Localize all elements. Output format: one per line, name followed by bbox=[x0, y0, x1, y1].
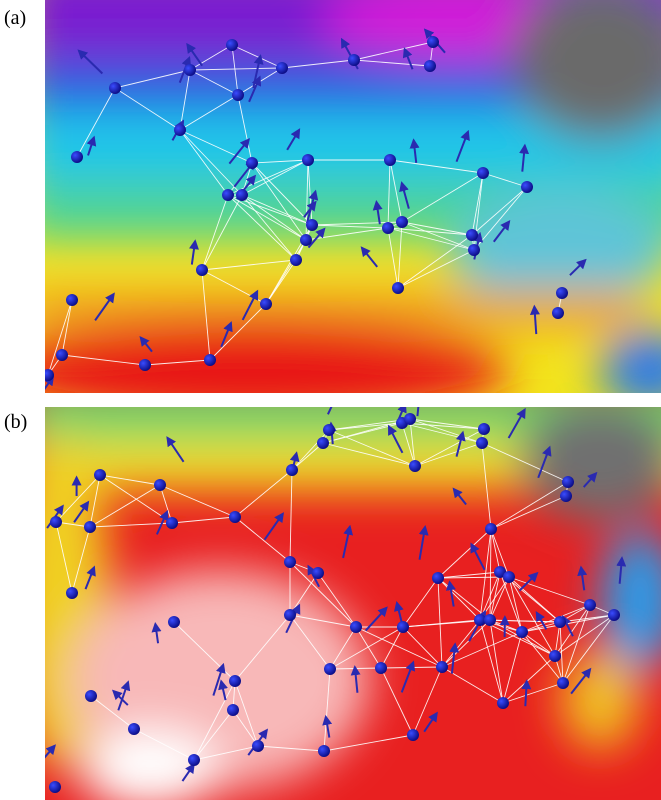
node bbox=[184, 64, 196, 76]
node bbox=[396, 216, 408, 228]
node bbox=[476, 437, 488, 449]
node bbox=[84, 521, 96, 533]
node bbox=[608, 609, 620, 621]
node bbox=[56, 349, 68, 361]
node bbox=[584, 599, 596, 611]
node bbox=[286, 464, 298, 476]
node bbox=[562, 476, 574, 488]
node bbox=[432, 572, 444, 584]
node bbox=[204, 354, 216, 366]
node bbox=[276, 62, 288, 74]
node bbox=[300, 234, 312, 246]
vector-arrow bbox=[33, 322, 42, 342]
node bbox=[246, 157, 258, 169]
node bbox=[477, 167, 489, 179]
node bbox=[436, 661, 448, 673]
node bbox=[128, 723, 140, 735]
node bbox=[318, 745, 330, 757]
node bbox=[227, 704, 239, 716]
node bbox=[302, 154, 314, 166]
node bbox=[85, 690, 97, 702]
node bbox=[554, 616, 566, 628]
node bbox=[497, 697, 509, 709]
node bbox=[317, 437, 329, 449]
page: (a) (b) (() => { cons bbox=[0, 0, 661, 800]
node bbox=[306, 219, 318, 231]
node bbox=[392, 282, 404, 294]
node bbox=[427, 36, 439, 48]
node bbox=[232, 89, 244, 101]
node bbox=[229, 511, 241, 523]
node bbox=[188, 754, 200, 766]
node bbox=[154, 479, 166, 491]
node bbox=[516, 626, 528, 638]
node bbox=[222, 189, 234, 201]
node bbox=[521, 181, 533, 193]
node bbox=[49, 781, 61, 793]
node bbox=[552, 307, 564, 319]
node bbox=[404, 413, 416, 425]
node bbox=[549, 650, 561, 662]
node bbox=[109, 82, 121, 94]
node bbox=[42, 369, 54, 381]
node bbox=[556, 287, 568, 299]
node bbox=[485, 523, 497, 535]
node bbox=[290, 254, 302, 266]
node bbox=[382, 222, 394, 234]
node bbox=[424, 60, 436, 72]
node bbox=[284, 556, 296, 568]
node bbox=[94, 469, 106, 481]
node bbox=[484, 614, 496, 626]
node bbox=[375, 662, 387, 674]
node bbox=[229, 675, 241, 687]
panel-label: (a) bbox=[4, 7, 26, 29]
node bbox=[557, 677, 569, 689]
node bbox=[478, 423, 490, 435]
node bbox=[166, 517, 178, 529]
node bbox=[409, 460, 421, 472]
node bbox=[560, 490, 572, 502]
node bbox=[226, 39, 238, 51]
node bbox=[397, 621, 409, 633]
node bbox=[236, 189, 248, 201]
node bbox=[350, 621, 362, 633]
node bbox=[407, 729, 419, 741]
figure: (a) (b) bbox=[0, 0, 661, 800]
node bbox=[260, 298, 272, 310]
panel-b bbox=[10, 380, 661, 800]
node bbox=[503, 571, 515, 583]
node bbox=[66, 294, 78, 306]
node bbox=[323, 424, 335, 436]
node bbox=[252, 740, 264, 752]
node bbox=[168, 616, 180, 628]
node bbox=[284, 609, 296, 621]
node bbox=[196, 264, 208, 276]
node bbox=[66, 587, 78, 599]
node bbox=[324, 663, 336, 675]
node bbox=[50, 516, 62, 528]
node bbox=[312, 567, 324, 579]
node bbox=[466, 229, 478, 241]
node bbox=[71, 151, 83, 163]
node bbox=[174, 124, 186, 136]
node bbox=[468, 244, 480, 256]
panel-label: (b) bbox=[4, 411, 27, 433]
node bbox=[139, 359, 151, 371]
node bbox=[348, 54, 360, 66]
node bbox=[384, 154, 396, 166]
